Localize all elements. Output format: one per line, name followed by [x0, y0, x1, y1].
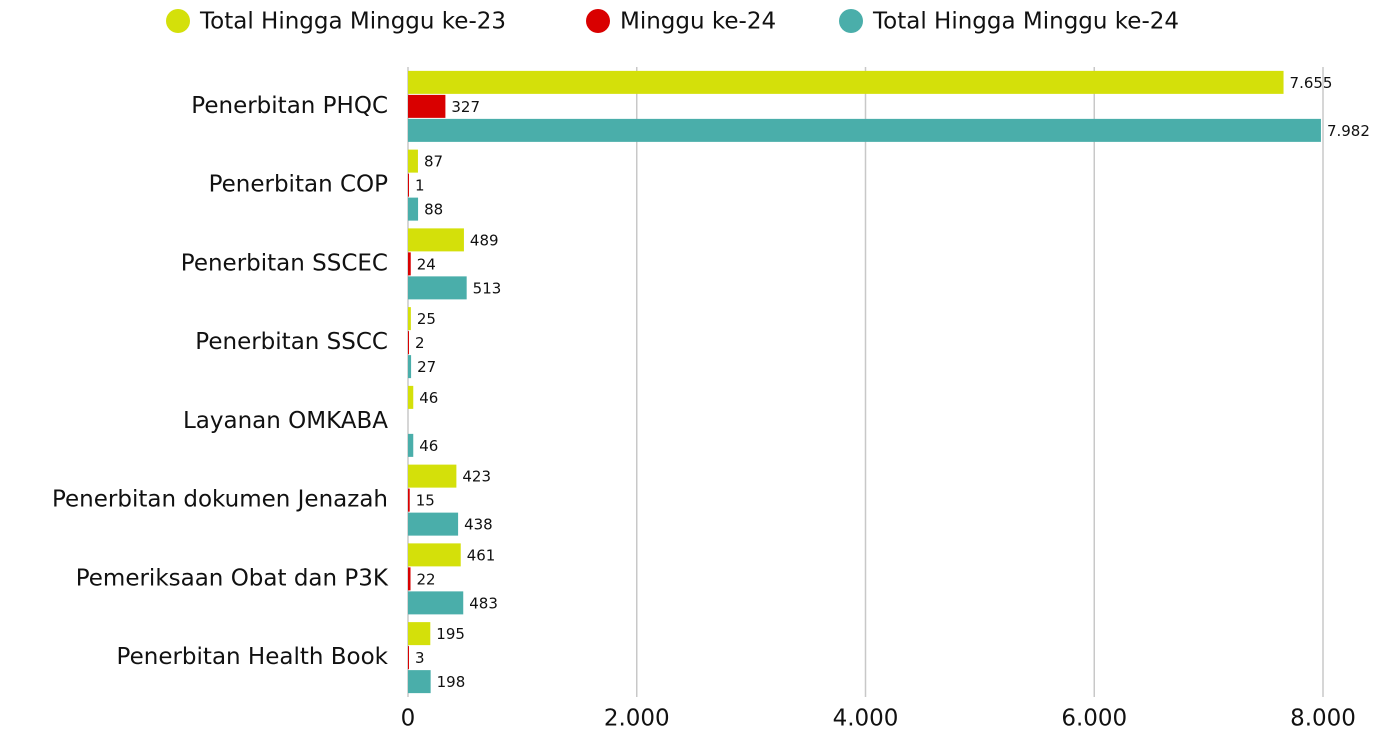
value-label: 513	[473, 279, 502, 297]
bar	[408, 464, 457, 488]
value-label: 327	[451, 98, 480, 116]
value-label: 27	[417, 358, 436, 376]
category-label: Penerbitan SSCC	[195, 329, 388, 355]
value-label: 24	[417, 255, 436, 273]
value-label: 87	[424, 153, 443, 171]
value-label: 489	[470, 231, 499, 249]
value-label: 46	[419, 389, 438, 407]
bar	[408, 276, 467, 300]
category-label: Penerbitan COP	[209, 172, 389, 198]
bar	[408, 355, 412, 379]
category-label: Penerbitan SSCEC	[181, 250, 388, 276]
x-tick-label: 2.000	[604, 706, 670, 732]
bar	[408, 512, 459, 536]
value-label: 461	[467, 546, 496, 564]
x-tick-label: 8.000	[1290, 706, 1356, 732]
bar	[408, 591, 464, 615]
bar	[408, 173, 409, 197]
legend-swatch	[166, 9, 190, 33]
bar	[408, 94, 446, 118]
value-label: 438	[464, 516, 493, 534]
category-label: Penerbitan PHQC	[191, 93, 388, 119]
value-label: 25	[417, 310, 436, 328]
value-label: 2	[415, 334, 425, 352]
legend-label: Total Hingga Minggu ke-24	[872, 9, 1179, 35]
category-label: Penerbitan Health Book	[117, 644, 389, 670]
bar	[408, 252, 411, 276]
bar	[408, 433, 414, 457]
bar	[408, 543, 461, 567]
value-label: 483	[469, 594, 498, 612]
bar	[408, 385, 414, 409]
value-label: 423	[462, 468, 491, 486]
value-label: 22	[417, 570, 436, 588]
bar	[408, 670, 431, 694]
category-label: Layanan OMKABA	[183, 408, 388, 434]
bar	[408, 307, 411, 331]
value-label: 3	[415, 649, 425, 667]
value-label: 88	[424, 201, 443, 219]
value-label: 7.982	[1327, 122, 1370, 140]
value-label: 198	[437, 673, 466, 691]
bar	[408, 567, 411, 591]
legend-swatch	[586, 9, 610, 33]
bar	[408, 149, 418, 173]
bar	[408, 70, 1284, 94]
value-label: 1	[415, 177, 425, 195]
bar	[408, 646, 409, 670]
value-label: 15	[416, 492, 435, 510]
bar	[408, 622, 431, 646]
x-tick-label: 6.000	[1061, 706, 1127, 732]
value-label: 195	[436, 625, 465, 643]
value-label: 46	[419, 437, 438, 455]
bar	[408, 488, 410, 512]
x-tick-label: 4.000	[833, 706, 899, 732]
bar	[408, 118, 1321, 142]
bar	[408, 228, 464, 252]
bar	[408, 197, 419, 221]
category-label: Penerbitan dokumen Jenazah	[52, 487, 388, 513]
legend-label: Minggu ke-24	[620, 9, 776, 35]
legend-swatch	[839, 9, 863, 33]
x-tick-label: 0	[401, 706, 416, 732]
category-label: Pemeriksaan Obat dan P3K	[76, 565, 389, 591]
bar	[408, 331, 409, 355]
legend-label: Total Hingga Minggu ke-23	[199, 9, 506, 35]
value-label: 7.655	[1290, 74, 1333, 92]
